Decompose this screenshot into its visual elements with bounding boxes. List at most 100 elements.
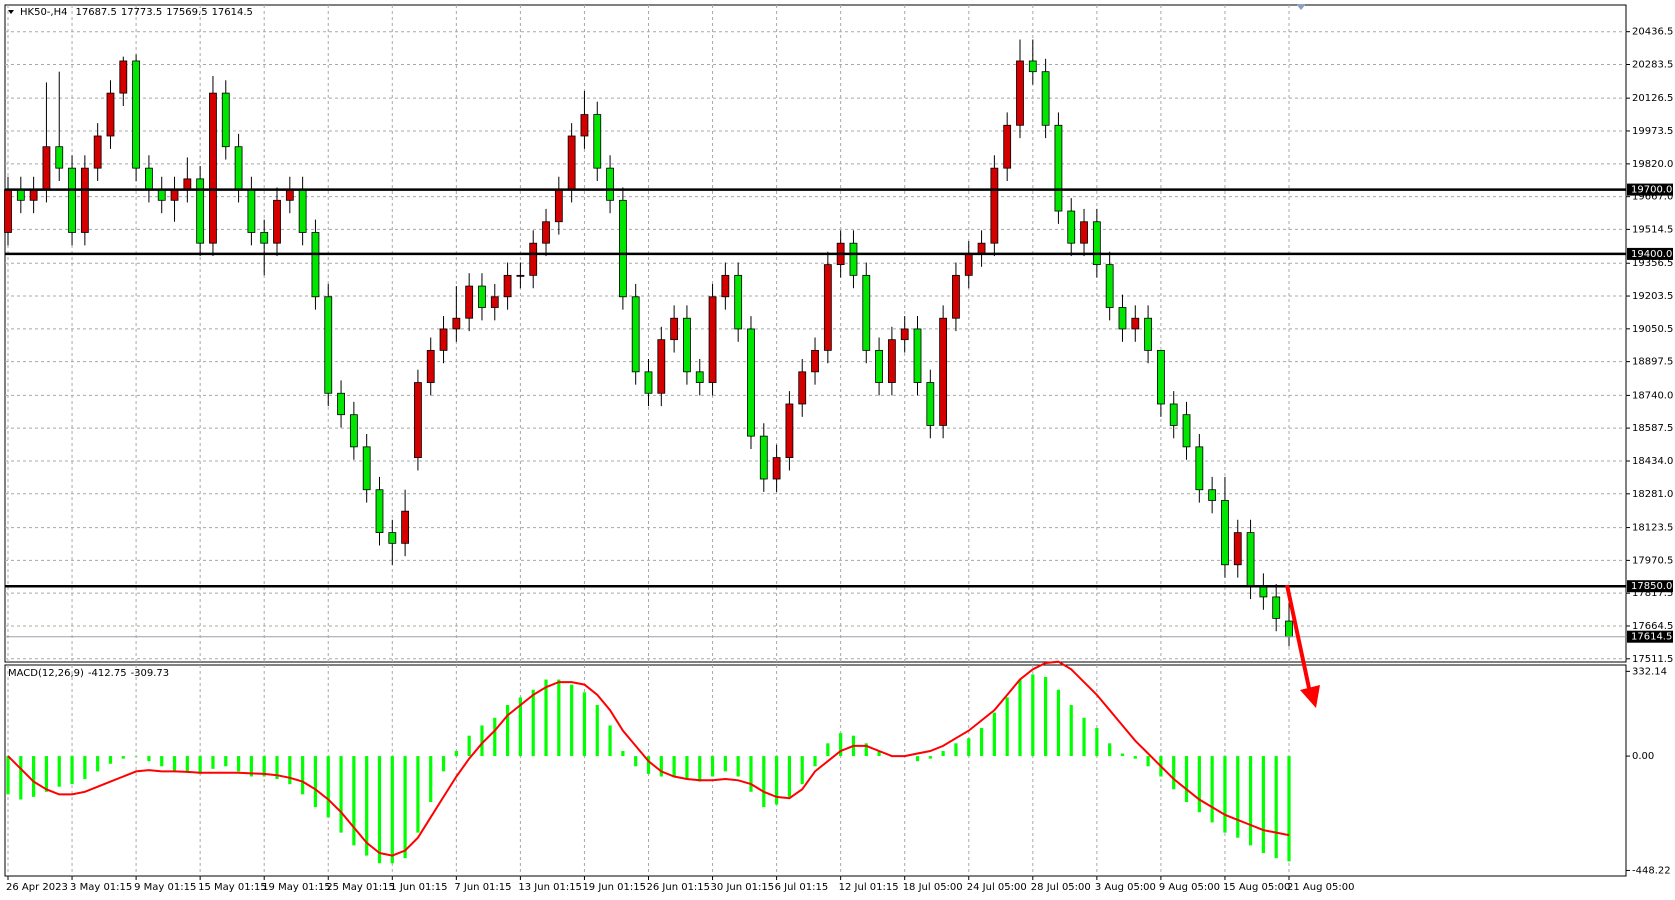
candle-body [1118,307,1127,330]
macd-bar [160,756,164,767]
macd-bar [467,735,471,757]
candle-body [170,189,179,201]
x-tick-label: 7 Jun 01:15 [454,882,511,893]
candle-body [887,339,896,383]
level-label: 19400.0 [1631,249,1672,260]
candle-body [1272,596,1281,619]
y-tick-label: 20126.5 [1632,93,1673,104]
panel-frame [4,4,1627,663]
x-tick-label: 18 Jul 05:00 [903,882,963,893]
candle-body [529,242,538,276]
candle-body [1221,500,1229,566]
macd-bar [1146,756,1150,767]
macd-bar [108,756,113,764]
y-tick-label: -448.22 [1632,865,1671,876]
candle-body [478,285,486,308]
candle-body [772,457,781,480]
candle-body [414,382,422,458]
macd-value: -412.75 [88,668,127,679]
macd-bar [288,756,292,785]
macd-bar [608,725,612,757]
x-tick-label: 19 May 01:15 [262,882,331,893]
macd-bar [1005,697,1009,757]
macd-bar [493,717,497,757]
macd-bar [19,756,23,800]
x-tick-label: 25 May 01:15 [326,882,395,893]
candle-body [990,167,999,244]
macd-bar [1133,756,1137,759]
macd-bar [1248,756,1253,846]
shift-marker[interactable] [1296,4,1306,10]
candle-body [1285,620,1293,638]
x-tick-label: 30 Jun 01:15 [711,882,775,893]
signal-value: -309.73 [131,668,170,679]
header-high: 17773.5 [121,7,162,18]
candle-body [68,167,76,233]
macd-bar [377,756,382,864]
candle-body [119,60,128,94]
candle-body [811,349,819,373]
candle-body [1016,60,1024,126]
y-tick-label: 18281.0 [1632,489,1673,500]
macd-bar [1120,753,1125,757]
candle-body [16,189,25,201]
level-label-box [1627,247,1673,260]
candle-body [759,435,768,480]
current-price-label: 17614.5 [1631,632,1672,643]
macd-bar [710,756,715,777]
macd-bar [518,697,522,757]
macd-bar [134,756,138,757]
x-tick-label: 1 Jun 01:15 [390,882,447,893]
candle-body [862,274,871,351]
macd-bar [96,756,100,772]
candle-body [132,60,141,169]
candle-body [285,189,294,201]
candle-body [785,403,794,458]
header-close: 17614.5 [212,7,253,18]
level-label-box [1627,580,1673,593]
macd-bar [775,756,779,805]
macd-bar [1223,756,1227,833]
macd-bar [736,756,740,777]
candle-body [273,199,281,244]
macd-bar [224,756,228,767]
macd-bar [185,756,189,772]
x-tick-label: 19 Jun 01:15 [582,882,646,893]
x-tick-label: 3 Aug 05:00 [1095,882,1156,893]
candle-body [554,189,563,223]
y-tick-label: 17511.5 [1632,654,1673,665]
candle-body [196,178,205,244]
candle-body [849,242,858,276]
macd-bar [582,692,587,757]
candle-body [80,167,89,233]
candle-body [542,221,550,244]
header-low: 17569.5 [166,7,207,18]
menu-triangle[interactable] [8,10,14,14]
macd-bar [749,756,753,792]
x-tick-label: 15 Aug 05:00 [1223,882,1290,893]
candle-body [606,167,614,201]
trend-arrow-head [1300,685,1320,708]
macd-bar [147,756,151,762]
x-tick-label: 15 May 01:15 [198,882,267,893]
candle-body [42,146,51,190]
y-tick-label: 19820.0 [1632,159,1673,170]
candle-body [349,414,358,448]
y-tick-label: 18123.5 [1632,523,1673,534]
candle-body [1028,60,1037,73]
macd-bar [1210,756,1214,823]
macd-bar [57,756,61,787]
macd-bar [659,756,663,777]
x-tick-label: 12 Jul 01:15 [839,882,899,893]
macd-bar [1082,717,1086,757]
candle-body [747,328,755,437]
x-tick-label: 26 Apr 2023 [6,882,68,893]
candle-body [503,274,512,298]
y-tick-label: 19050.5 [1632,324,1673,335]
candle-body [734,274,743,330]
candle-body [465,285,474,319]
macd-header: MACD(12,26,9) -412.75 -309.73 [8,668,169,679]
candle-body [439,328,448,351]
macd-bar [1031,674,1035,757]
